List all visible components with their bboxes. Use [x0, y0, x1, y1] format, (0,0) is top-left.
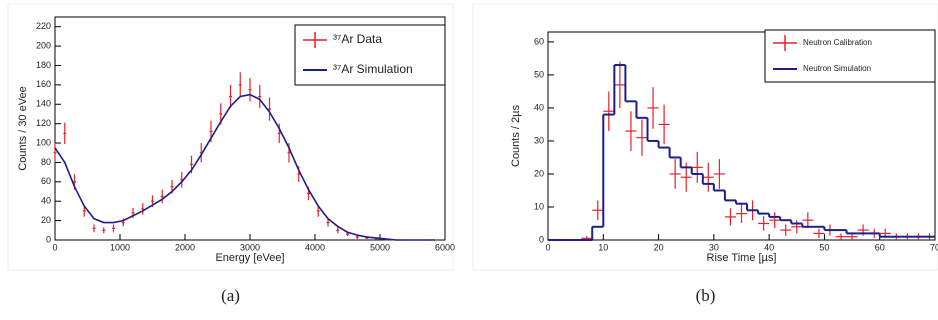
y-tick-label: 60	[534, 36, 544, 46]
x-tick-label: 6000	[435, 242, 455, 252]
y-tick-label: 60	[41, 176, 51, 186]
x-axis-label: Rise Time [µs]	[707, 252, 777, 264]
x-tick-label: 10	[598, 242, 608, 252]
caption: (b)	[696, 286, 716, 305]
y-tick-label: 200	[36, 40, 51, 50]
caption: (a)	[221, 286, 240, 305]
y-axis-label: Counts / 2µs	[510, 105, 522, 167]
x-tick-label: 0	[52, 242, 57, 252]
y-tick-label: 140	[36, 99, 51, 109]
y-tick-label: 220	[36, 21, 51, 31]
y-tick-label: 20	[41, 215, 51, 225]
x-tick-label: 20	[654, 242, 664, 252]
y-tick-label: 0	[46, 234, 51, 244]
x-tick-label: 4000	[305, 242, 325, 252]
x-tick-label: 5000	[370, 242, 390, 252]
plot-frame	[547, 31, 936, 241]
y-tick-label: 20	[534, 168, 544, 178]
y-tick-label: 80	[41, 157, 51, 167]
legend-box	[764, 29, 936, 83]
sim-line	[54, 93, 436, 241]
y-tick-label: 160	[36, 79, 51, 89]
series	[548, 64, 935, 241]
y-axis-label: Counts / 30 eVee	[17, 86, 29, 170]
y-tick-label: 50	[534, 69, 544, 79]
x-tick-label: 70	[930, 242, 938, 252]
x-tick-label: 40	[764, 242, 774, 252]
x-tick-label: 3000	[240, 242, 260, 252]
x-tick-label: 2000	[175, 242, 195, 252]
x-axis-label: Energy [eVee]	[215, 252, 284, 264]
x-tick-label: 30	[709, 242, 719, 252]
series	[54, 93, 436, 241]
y-tick-label: 10	[534, 201, 544, 211]
y-tick-label: 0	[539, 234, 544, 244]
legend-label: Neutron Calibration	[803, 38, 872, 47]
y-tick-label: 180	[36, 60, 51, 70]
legend-box	[294, 24, 446, 86]
x-tick-label: 60	[875, 242, 885, 252]
y-tick-label: 100	[36, 137, 51, 147]
legend-label: ³⁷Ar Data	[333, 32, 382, 46]
y-tick-label: 120	[36, 118, 51, 128]
x-tick-label: 50	[819, 242, 829, 252]
y-tick-label: 30	[534, 135, 544, 145]
x-tick-label: 0	[545, 242, 550, 252]
legend-label: ³⁷Ar Simulation	[333, 62, 413, 76]
x-tick-label: 1000	[110, 242, 130, 252]
y-tick-label: 40	[534, 102, 544, 112]
legend-label: Neutron Simulation	[803, 64, 871, 73]
y-tick-label: 40	[41, 196, 51, 206]
